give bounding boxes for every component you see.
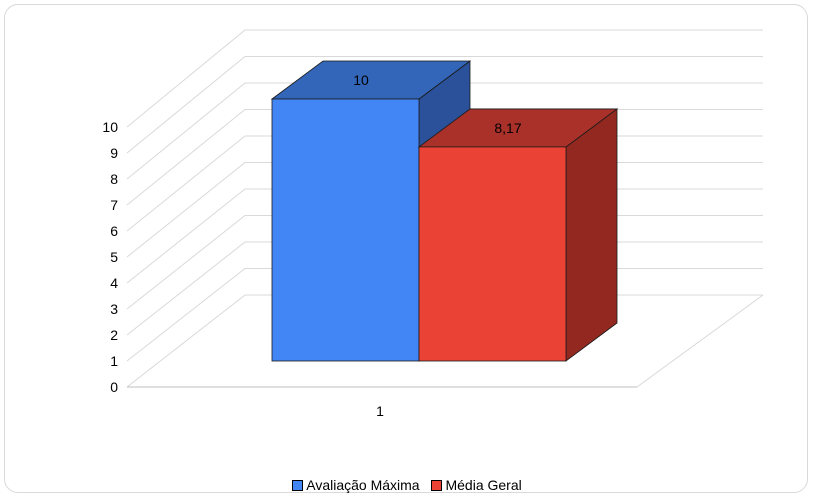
y-tick-label-2: 2 bbox=[110, 327, 118, 343]
gridline-9 bbox=[126, 56, 763, 154]
legend-swatch-avaliacao-maxima bbox=[292, 479, 304, 491]
gridline-8 bbox=[126, 82, 763, 180]
legend-label-avaliacao-maxima: Avaliação Máxima bbox=[306, 477, 420, 493]
gridline-10 bbox=[126, 29, 763, 128]
y-tick-label-6: 6 bbox=[110, 223, 118, 239]
y-tick-label-0: 0 bbox=[110, 379, 118, 395]
legend-item-avaliacao-maxima: Avaliação Máxima bbox=[292, 477, 420, 493]
y-tick-label-5: 5 bbox=[110, 249, 118, 265]
legend-swatch-media-geral bbox=[431, 479, 443, 491]
data-label-1: 8,17 bbox=[494, 120, 521, 136]
bar-0-front bbox=[271, 98, 420, 362]
y-tick-label-1: 1 bbox=[110, 353, 118, 369]
y-tick-label-7: 7 bbox=[110, 197, 118, 213]
bar-1-front bbox=[418, 146, 567, 362]
y-tick-label-9: 9 bbox=[110, 145, 118, 161]
x-tick-label-1: 1 bbox=[376, 403, 384, 419]
data-label-0: 10 bbox=[353, 72, 369, 88]
bar-1-side bbox=[565, 108, 618, 362]
legend-item-media-geral: Média Geral bbox=[431, 477, 522, 493]
y-tick-label-8: 8 bbox=[110, 171, 118, 187]
y-tick-label-10: 10 bbox=[102, 119, 118, 135]
legend-label-media-geral: Média Geral bbox=[445, 477, 522, 493]
y-tick-label-3: 3 bbox=[110, 301, 118, 317]
legend: Avaliação Máxima Média Geral bbox=[0, 477, 814, 494]
y-tick-label-4: 4 bbox=[110, 275, 118, 291]
